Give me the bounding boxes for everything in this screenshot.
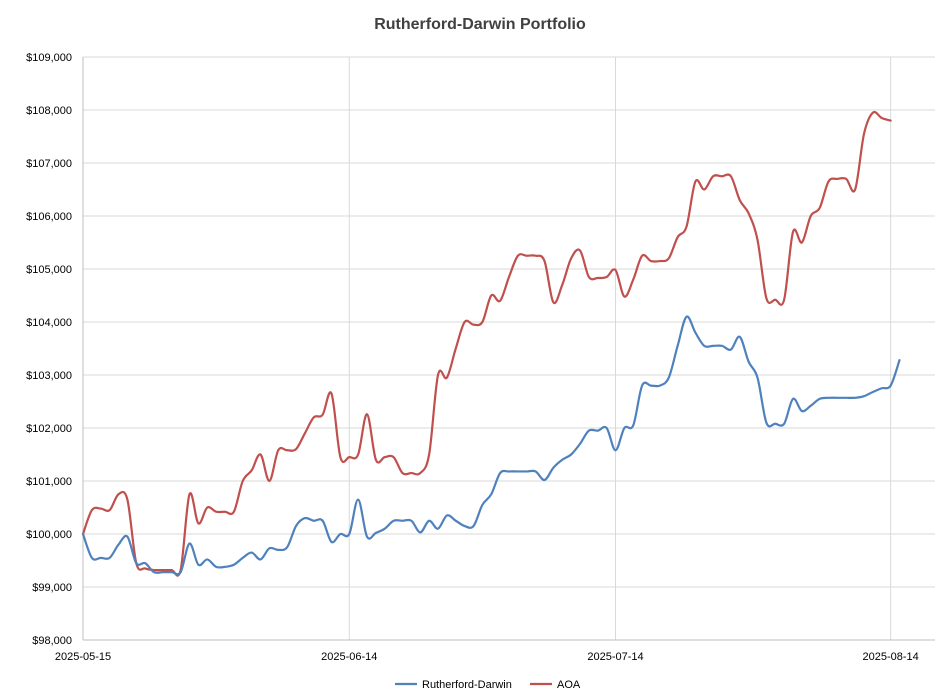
y-tick-label: $98,000 [32, 635, 72, 647]
y-tick-label: $109,000 [26, 52, 72, 64]
y-tick-label: $99,000 [32, 582, 72, 594]
x-tick-label: 2025-08-14 [862, 651, 918, 663]
y-tick-label: $103,000 [26, 370, 72, 382]
grid [83, 56, 935, 640]
y-tick-label: $100,000 [26, 529, 72, 541]
y-tick-label: $105,000 [26, 264, 72, 276]
x-tick-label: 2025-07-14 [587, 651, 643, 663]
series-line-rutherford-darwin [81, 315, 901, 576]
y-tick-label: $102,000 [26, 423, 72, 435]
chart-title: Rutherford-Darwin Portfolio [374, 16, 586, 33]
y-axis-ticks: $98,000 $99,000 $100,000 $101,000 $102,000 $1… [26, 52, 72, 647]
x-axis-ticks: 2025-05-15 2025-06-14 2025-07-14 2025-08-14 [55, 651, 919, 663]
legend-label: Rutherford-Darwin [422, 679, 512, 691]
y-tick-label: $101,000 [26, 476, 72, 488]
y-tick-label: $104,000 [26, 317, 72, 329]
x-tick-label: 2025-05-15 [55, 651, 111, 663]
legend-item: Rutherford-Darwin [395, 679, 512, 691]
y-tick-label: $106,000 [26, 211, 72, 223]
legend: Rutherford-Darwin AOA [395, 679, 581, 691]
legend-label: AOA [557, 679, 581, 691]
axes [82, 57, 935, 641]
x-tick-label: 2025-06-14 [321, 651, 377, 663]
legend-item: AOA [530, 679, 581, 691]
y-tick-label: $107,000 [26, 158, 72, 170]
series-line-aoa [81, 110, 892, 577]
series-lines [81, 110, 901, 577]
y-tick-label: $108,000 [26, 105, 72, 117]
